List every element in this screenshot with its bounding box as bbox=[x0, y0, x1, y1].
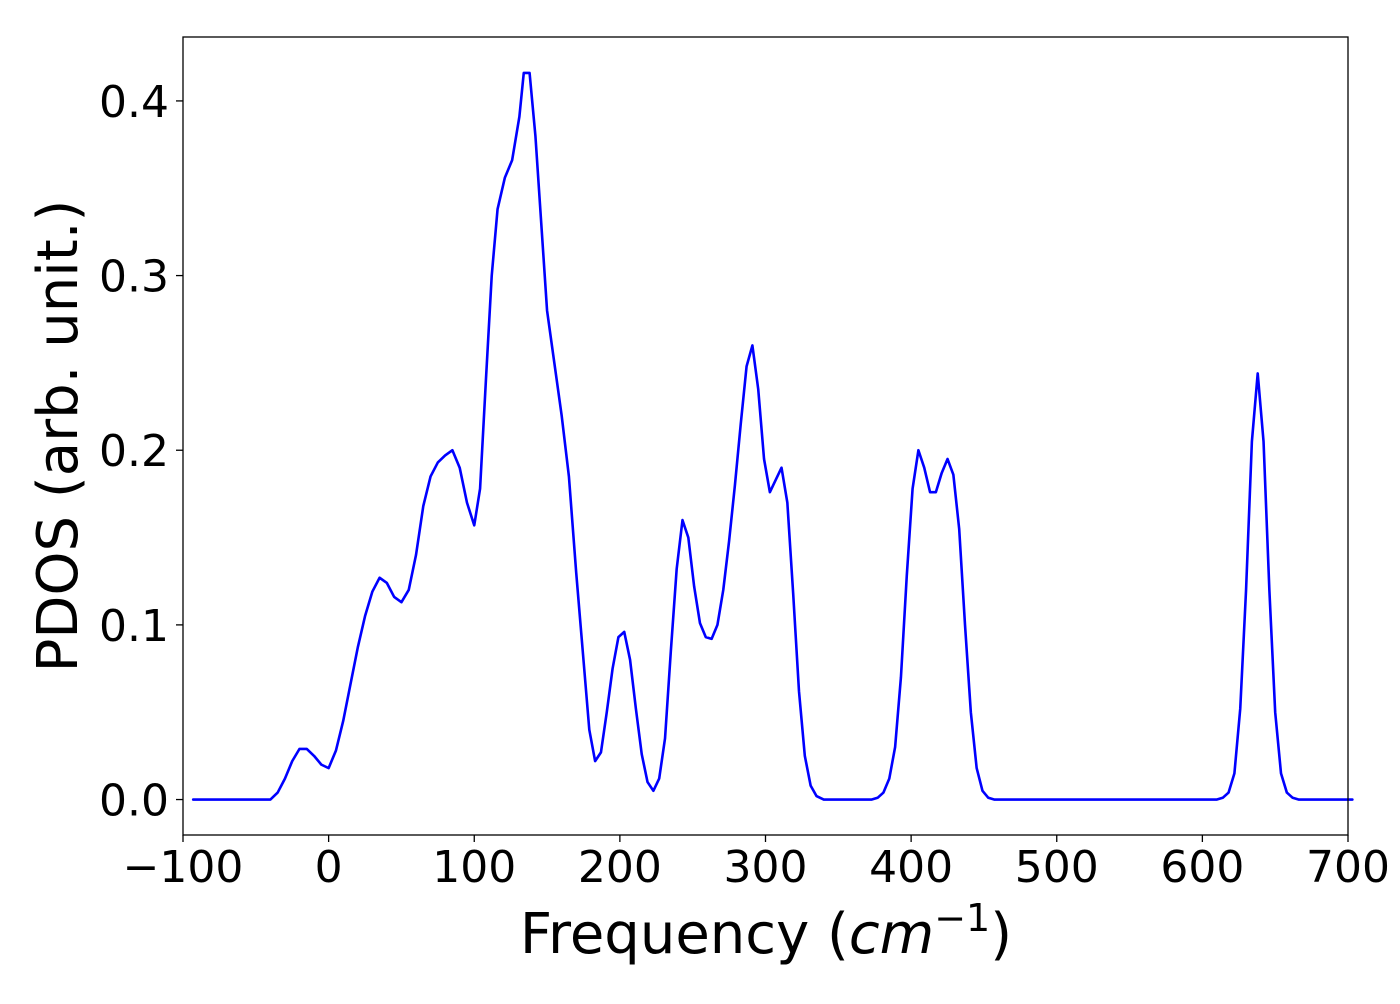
y-tick-label: 0.1 bbox=[99, 601, 169, 652]
x-axis-label-close: ) bbox=[990, 902, 1012, 967]
y-tick-label: 0.3 bbox=[99, 252, 169, 303]
x-tick-label: −100 bbox=[123, 842, 244, 893]
pdos-series-line bbox=[191, 71, 1354, 801]
x-tick-label: 500 bbox=[1015, 842, 1099, 893]
y-axis-ticks: 0.0 0.1 0.2 0.3 0.4 bbox=[99, 77, 183, 827]
x-axis-label-text: Frequency ( bbox=[520, 902, 849, 967]
x-tick-label: 300 bbox=[724, 842, 808, 893]
x-axis-label: Frequency (cm−1) bbox=[520, 896, 1012, 967]
x-tick-label: 0 bbox=[315, 842, 343, 893]
x-tick-label: 700 bbox=[1306, 842, 1390, 893]
x-tick-label: 400 bbox=[869, 842, 953, 893]
x-axis-label-math: cm bbox=[849, 902, 934, 967]
x-tick-label: 600 bbox=[1160, 842, 1244, 893]
y-tick-label: 0.0 bbox=[99, 776, 169, 827]
x-axis-label-exponent: −1 bbox=[934, 896, 990, 940]
y-tick-label: 0.4 bbox=[99, 77, 169, 128]
plot-area bbox=[183, 37, 1348, 835]
x-tick-label: 100 bbox=[432, 842, 516, 893]
x-tick-label: 200 bbox=[578, 842, 662, 893]
x-axis-ticks: −100 0 100 200 300 400 500 600 700 bbox=[123, 835, 1390, 893]
y-axis-label: PDOS (arb. unit.) bbox=[26, 200, 91, 673]
y-tick-label: 0.2 bbox=[99, 426, 169, 477]
series-layer bbox=[191, 71, 1354, 801]
